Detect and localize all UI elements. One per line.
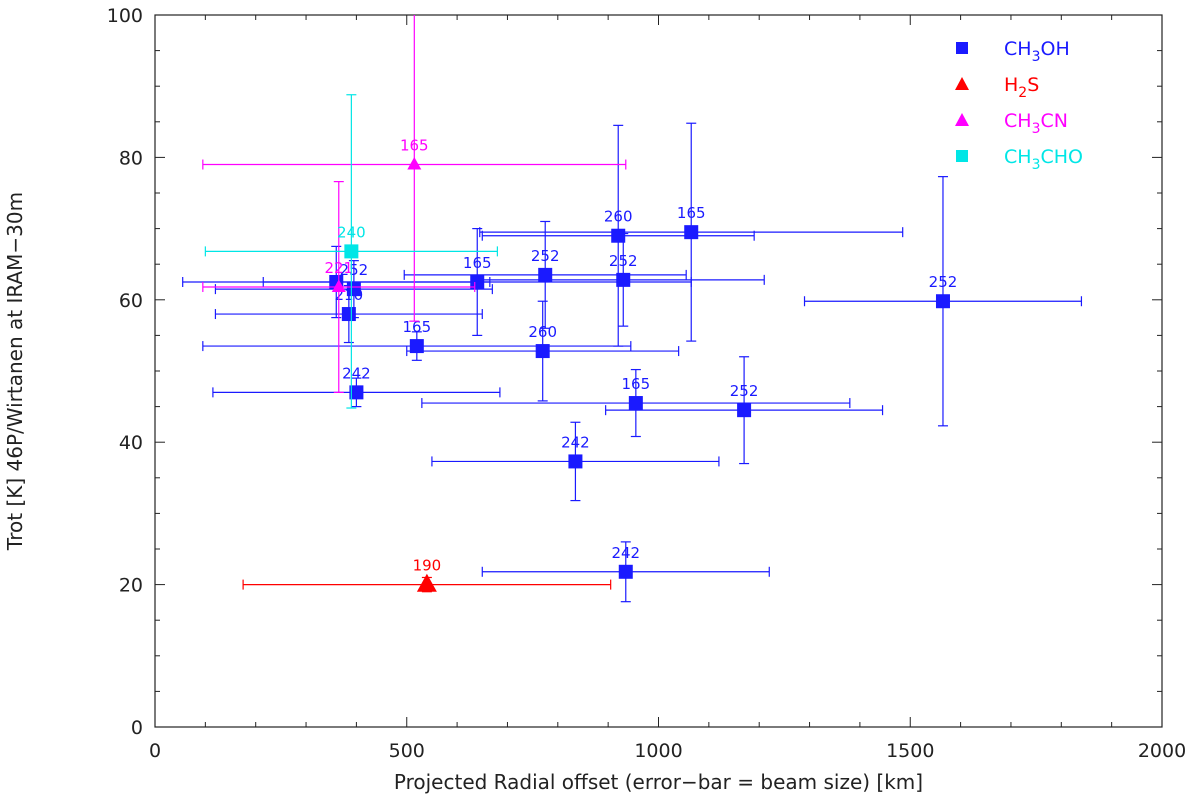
data-point-label: 165 [402, 318, 431, 336]
data-point-square [538, 267, 553, 282]
legend-label: CH3OH [1004, 38, 1070, 65]
legend-item-ch3cho: CH3CHO [956, 146, 1083, 173]
y-tick-label: 40 [119, 432, 143, 454]
data-point-square [568, 454, 583, 469]
y-tick-label: 80 [119, 147, 143, 169]
y-tick-label: 60 [119, 290, 143, 312]
legend-item-h2s: H2S [955, 74, 1039, 101]
legend-marker-square [956, 42, 968, 54]
data-point-square [628, 396, 643, 411]
legend: CH3OH H2S CH3CN CH3CHO [955, 38, 1083, 173]
data-point-square [349, 385, 364, 400]
x-tick-label: 500 [389, 740, 425, 762]
y-axis-title: Trot [K] 46P/Wirtanen at IRAM−30m [3, 192, 27, 551]
data-point-square [535, 344, 550, 359]
data-point-square [344, 244, 359, 259]
data-point-label: 190 [413, 557, 442, 575]
data-point-square [684, 225, 699, 240]
data-point-label: 165 [622, 375, 651, 393]
legend-item-ch3cn: CH3CN [955, 110, 1068, 137]
data-point-square [618, 564, 633, 579]
x-tick-label: 1500 [886, 740, 934, 762]
legend-marker-triangle [955, 113, 969, 126]
series-ch3cho: 240 [204, 94, 498, 409]
y-tick-label: 0 [131, 717, 143, 739]
data-point-square [409, 339, 424, 354]
data-point-label: 242 [342, 364, 371, 382]
data-point-label: 242 [611, 544, 640, 562]
data-point-label: 260 [528, 323, 557, 341]
data-point-label: 260 [604, 208, 633, 226]
x-axis-title: Projected Radial offset (error−bar = bea… [394, 770, 923, 794]
data-point-triangle [331, 279, 346, 293]
data-point-square [341, 307, 356, 322]
data-point-triangle [416, 573, 437, 592]
y-tick-label: 20 [119, 575, 143, 597]
x-tick-label: 2000 [1138, 740, 1186, 762]
legend-marker-square [956, 150, 968, 162]
data-point-label: 252 [929, 273, 958, 291]
legend-item-ch3oh: CH3OH [956, 38, 1070, 65]
data-point-square [737, 403, 752, 418]
x-tick-label: 0 [149, 740, 161, 762]
plot-axes: 0 500 1000 1500 2000 0 20 40 60 80 100 [107, 5, 1186, 762]
data-point-square [616, 272, 631, 287]
data-point-label: 242 [561, 433, 590, 451]
data-point-label: 221 [324, 259, 353, 277]
data-point-label: 165 [400, 137, 429, 155]
data-point-triangle [407, 156, 422, 170]
data-point-label: 252 [730, 382, 759, 400]
legend-label: CH3CHO [1004, 146, 1083, 173]
data-point-square [611, 228, 626, 243]
data-point-square [470, 275, 485, 289]
data-point-label: 240 [337, 223, 366, 241]
data-point-square [935, 294, 950, 309]
legend-label: H2S [1004, 74, 1039, 101]
x-tick-label: 1000 [634, 740, 682, 762]
y-tick-label: 100 [107, 5, 143, 27]
legend-label: CH3CN [1004, 110, 1068, 137]
data-point-label: 165 [463, 254, 492, 272]
legend-marker-triangle [955, 77, 969, 90]
series-ch3cn: 165 221 [202, 15, 627, 393]
data-point-label: 165 [677, 204, 706, 222]
data-point-label: 252 [609, 252, 638, 270]
data-point-label: 252 [340, 261, 369, 279]
series-h2s: 190 [242, 557, 612, 593]
data-point-label: 252 [531, 247, 560, 265]
